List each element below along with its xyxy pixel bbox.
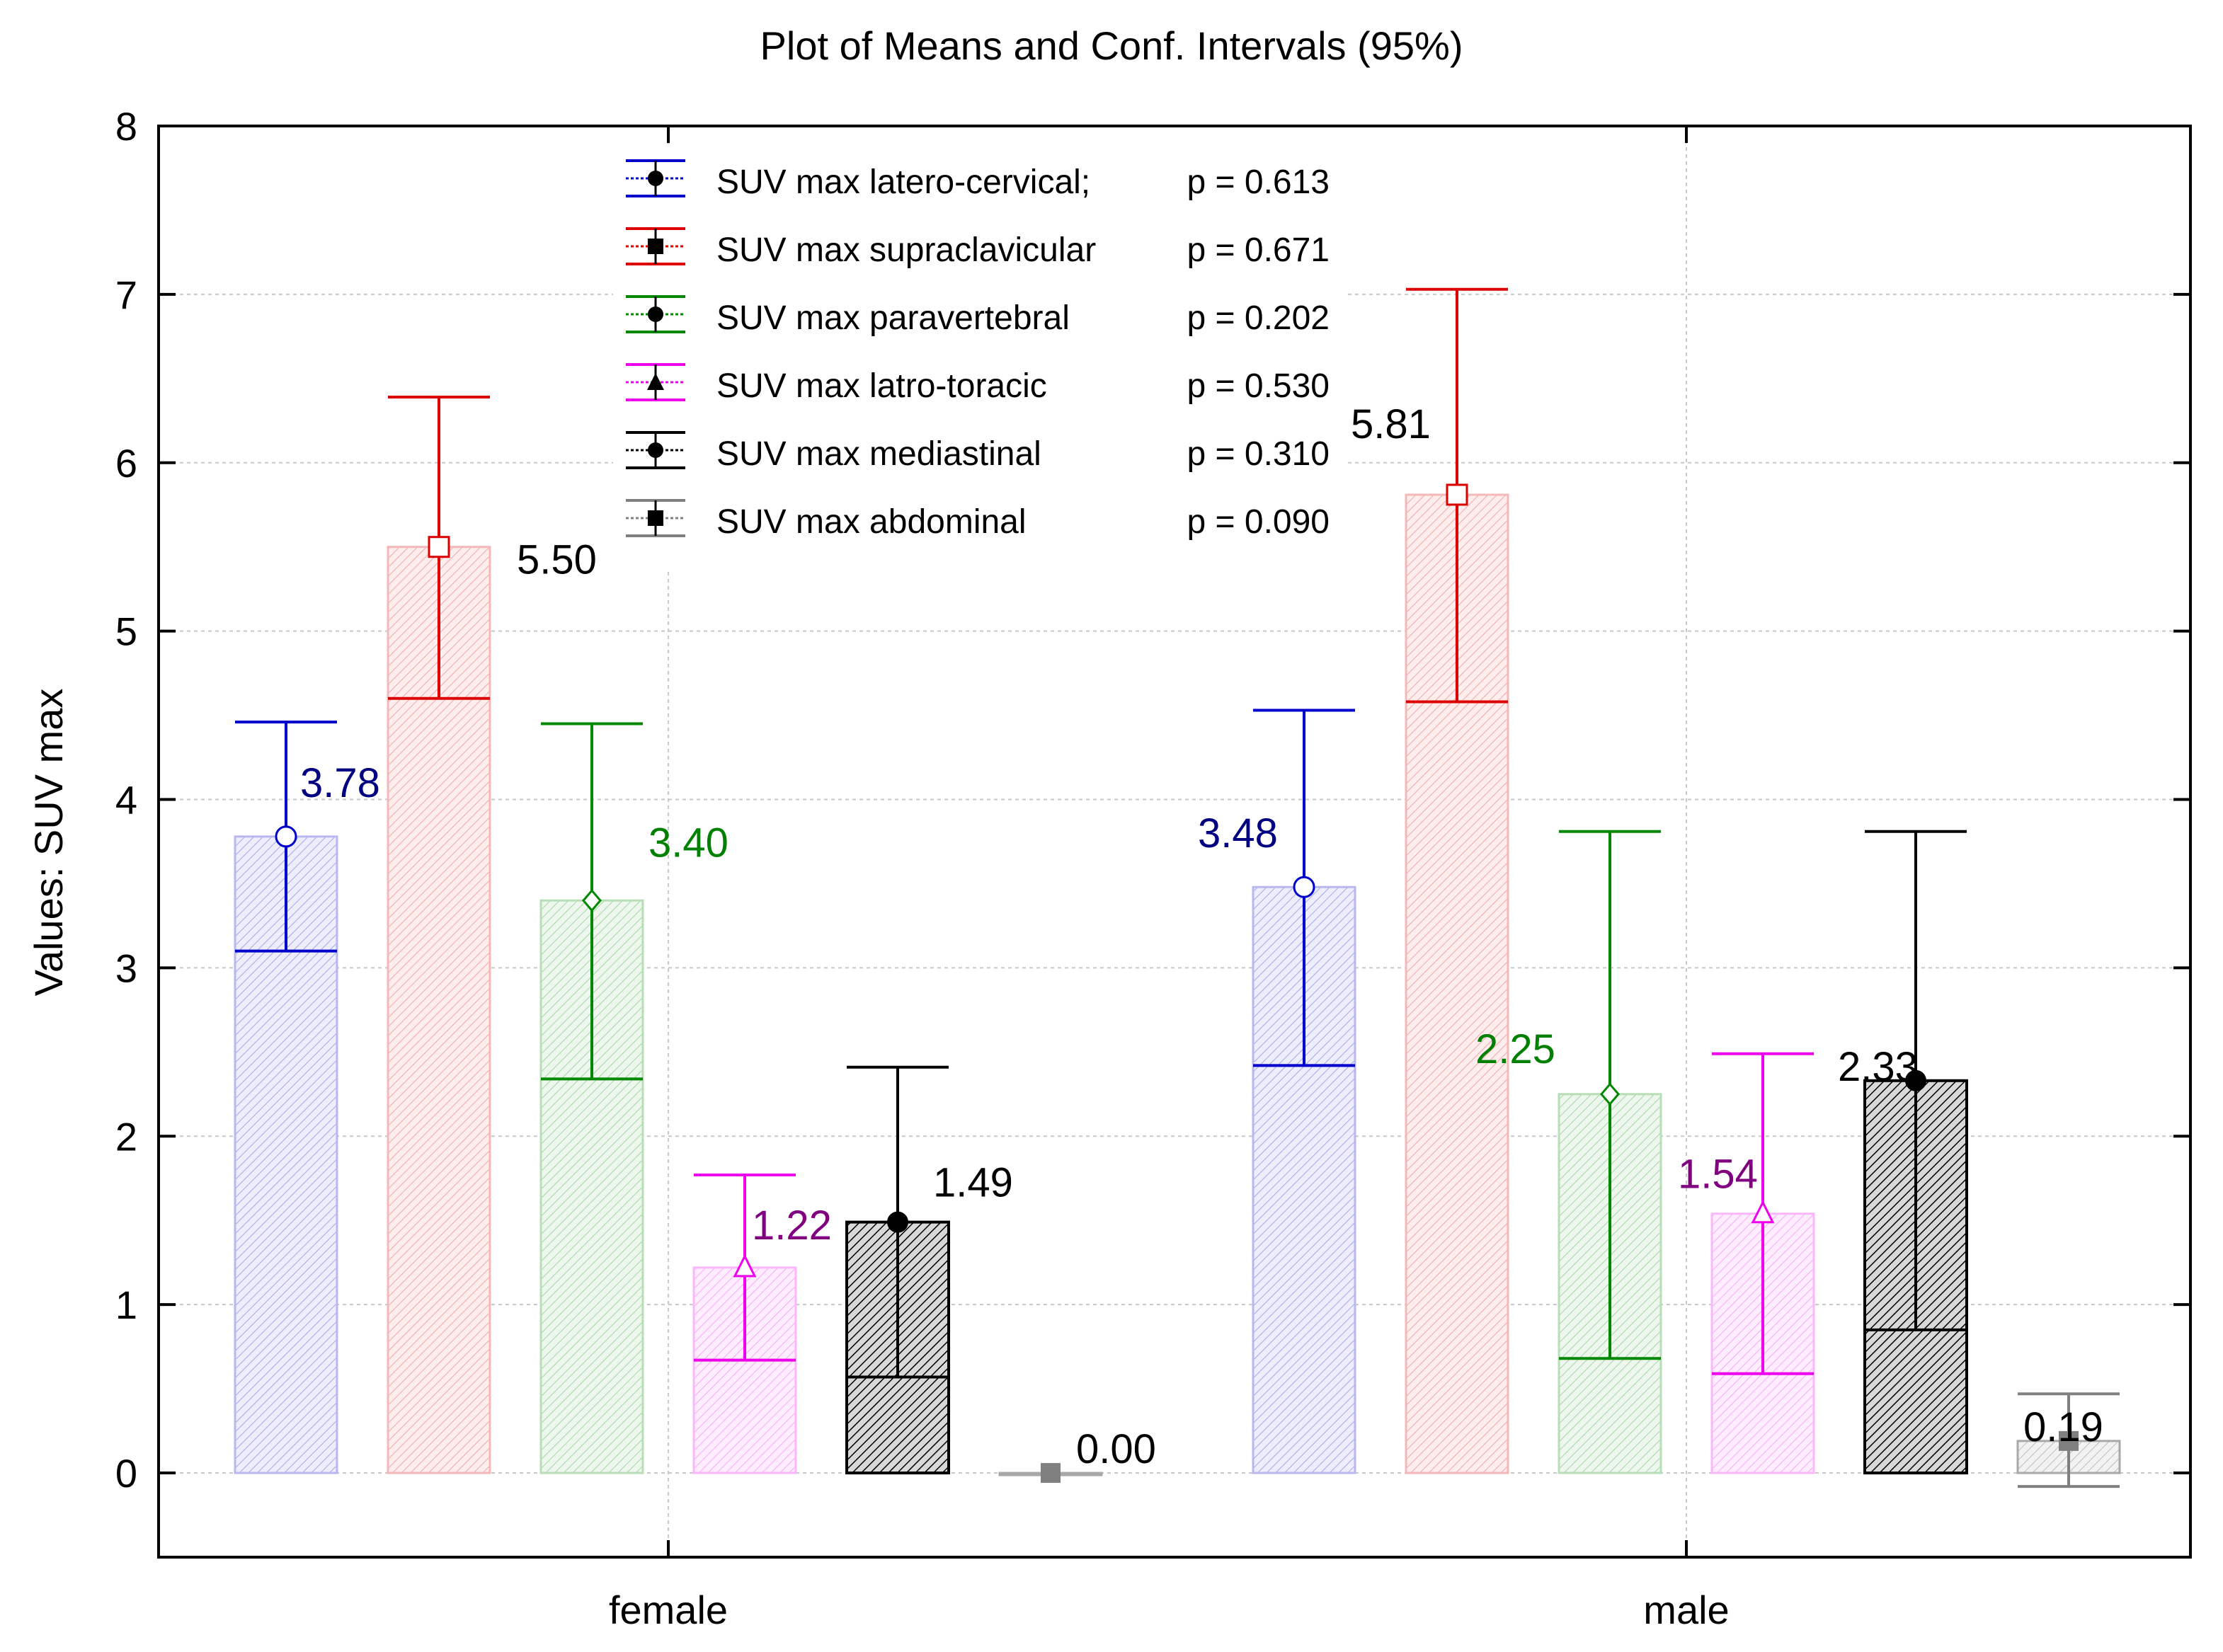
marker-diamond (582, 888, 602, 912)
data-label: 0.00 (1076, 1426, 1156, 1472)
legend-marker-square (648, 239, 663, 254)
legend-entry-label: SUV max paravertebral (716, 299, 1070, 337)
legend-entry-p-value: p = 0.671 (1187, 231, 1330, 269)
data-label: 0.19 (2023, 1404, 2103, 1450)
data-label: 3.78 (300, 760, 380, 806)
legend-entry-p-value: p = 0.310 (1187, 435, 1330, 473)
data-label: 5.50 (517, 537, 597, 583)
legend-entry-label: SUV max supraclavicular (716, 231, 1096, 269)
marker-triangle (733, 1254, 757, 1278)
bar (387, 546, 491, 1474)
axes: 0 1 2 3 4 5 6 7 8 female male (115, 104, 2192, 1632)
y-tick-label: 7 (115, 273, 137, 317)
data-label: 3.48 (1198, 810, 1278, 856)
marker-circle (1293, 876, 1315, 898)
legend-marker-square (648, 510, 663, 526)
data-label: 1.49 (933, 1160, 1013, 1206)
data-label: 1.22 (752, 1203, 832, 1249)
marker-filled-square (1041, 1463, 1061, 1484)
legend-entry-label: SUV max latro-toracic (716, 367, 1047, 405)
bars (234, 493, 2121, 1476)
marker-filled-circle (887, 1211, 908, 1233)
y-axis-label: Values: SUV max (26, 689, 71, 997)
data-label: 1.54 (1678, 1152, 1758, 1198)
x-tick-label: male (1643, 1588, 1729, 1632)
marker-square (1446, 483, 1468, 506)
marker-diamond (1600, 1082, 1620, 1106)
marker-square (428, 536, 450, 558)
marker-triangle (1751, 1200, 1775, 1224)
marker-filled-circle (1905, 1069, 1926, 1091)
legend-marker-triangle (647, 373, 664, 390)
marker-filled-square (2059, 1430, 2079, 1451)
data-label: 2.25 (1475, 1026, 1555, 1072)
legend-marker-circle (648, 171, 663, 186)
data-label: 5.81 (1351, 401, 1431, 447)
legend-entry-p-value: p = 0.613 (1187, 164, 1330, 201)
y-tick-label: 5 (115, 609, 137, 654)
legend: SUV max latero-cervical; p = 0.613 SUV max… (613, 147, 1347, 572)
x-tick-label: female (609, 1588, 728, 1632)
data-label: 3.40 (648, 820, 728, 866)
legend-entry-p-value: p = 0.530 (1187, 367, 1330, 405)
bar (1252, 885, 1356, 1474)
legend-entry-label: SUV max latero-cervical; (716, 164, 1090, 201)
plot-frame (157, 125, 2192, 1559)
y-tick-label: 0 (115, 1451, 137, 1496)
chart-title: Plot of Means and Conf. Intervals (95%) (760, 23, 1463, 68)
y-tick-label: 6 (115, 441, 137, 486)
legend-background (613, 147, 1347, 572)
y-tick-label: 1 (115, 1283, 137, 1327)
legend-entry-p-value: p = 0.090 (1187, 503, 1330, 541)
y-tick-label: 8 (115, 104, 137, 149)
data-labels: 3.78 5.50 3.40 1.22 1.49 0.00 3.48 5.81 2.25 1.54… (300, 401, 2103, 1472)
legend-marker-circle (648, 306, 663, 322)
legend-entry-label: SUV max mediastinal (716, 435, 1041, 473)
error-bars (235, 287, 2120, 1488)
marker-circle (275, 825, 297, 848)
bar (1405, 493, 1509, 1474)
legend-entry-p-value: p = 0.202 (1187, 299, 1330, 337)
data-label: 2.33 (1838, 1044, 1918, 1090)
y-tick-label: 3 (115, 946, 137, 990)
y-tick-label: 4 (115, 778, 137, 822)
y-tick-label: 2 (115, 1114, 137, 1159)
legend-entry-label: SUV max abdominal (716, 503, 1027, 541)
legend-marker-circle (648, 442, 663, 458)
